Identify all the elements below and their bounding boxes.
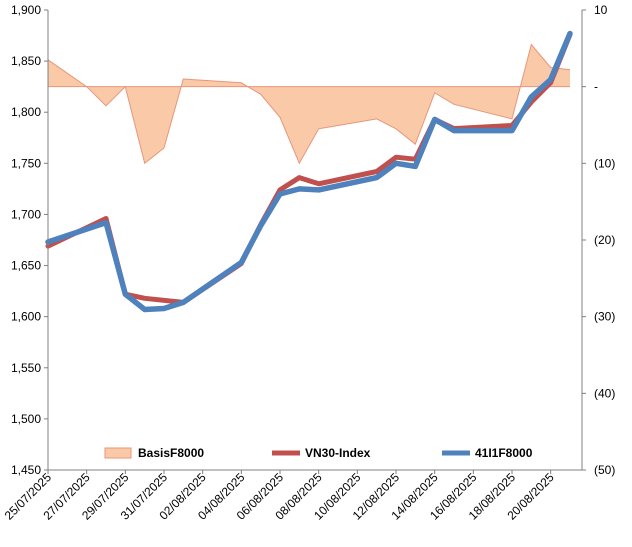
- axes: [47, 10, 583, 471]
- left-tick-label: 1,450: [11, 463, 41, 477]
- right-tick-label: -: [594, 80, 598, 94]
- left-tick-label: 1,900: [11, 3, 41, 17]
- basis-area-layer: [47, 43, 571, 165]
- line-layer: [45, 30, 573, 313]
- right-tick-label: (20): [594, 233, 615, 247]
- legend-label-basisf8000: BasisF8000: [138, 446, 204, 460]
- legend-swatch-basisf8000: [104, 447, 132, 459]
- left-tick-label: 1,500: [11, 412, 41, 426]
- left-tick-label: 1,550: [11, 361, 41, 375]
- legend-label-vn30-index: VN30-Index: [305, 446, 371, 460]
- right-tick-label: (30): [594, 310, 615, 324]
- x-axis-ticks: 25/07/202527/07/202529/07/202531/07/2025…: [2, 470, 557, 523]
- right-tick-label: 10: [594, 3, 608, 17]
- right-axis-ticks: (50) (40) (30) (20) (10) - 10: [582, 3, 615, 477]
- legend-label-41i1f8000: 41I1F8000: [475, 446, 533, 460]
- series-line-vn30-index: [45, 32, 573, 305]
- left-tick-label: 1,700: [11, 207, 41, 221]
- left-tick-label: 1,750: [11, 156, 41, 170]
- basis-area: [48, 44, 570, 164]
- right-tick-label: (40): [594, 386, 615, 400]
- left-tick-label: 1,600: [11, 310, 41, 324]
- right-tick-label: (10): [594, 156, 615, 170]
- right-tick-label: (50): [594, 463, 615, 477]
- basis-area-edge: [47, 43, 571, 165]
- left-tick-label: 1,650: [11, 259, 41, 273]
- left-tick-label: 1,800: [11, 105, 41, 119]
- left-axis-ticks: 1,450 1,500 1,550 1,600 1,650 1,700 1,750 1,800…: [11, 3, 48, 477]
- left-tick-label: 1,850: [11, 54, 41, 68]
- legend: BasisF8000 VN30-Index 41I1F8000: [104, 446, 533, 460]
- series-line-41i1f8000: [45, 30, 573, 313]
